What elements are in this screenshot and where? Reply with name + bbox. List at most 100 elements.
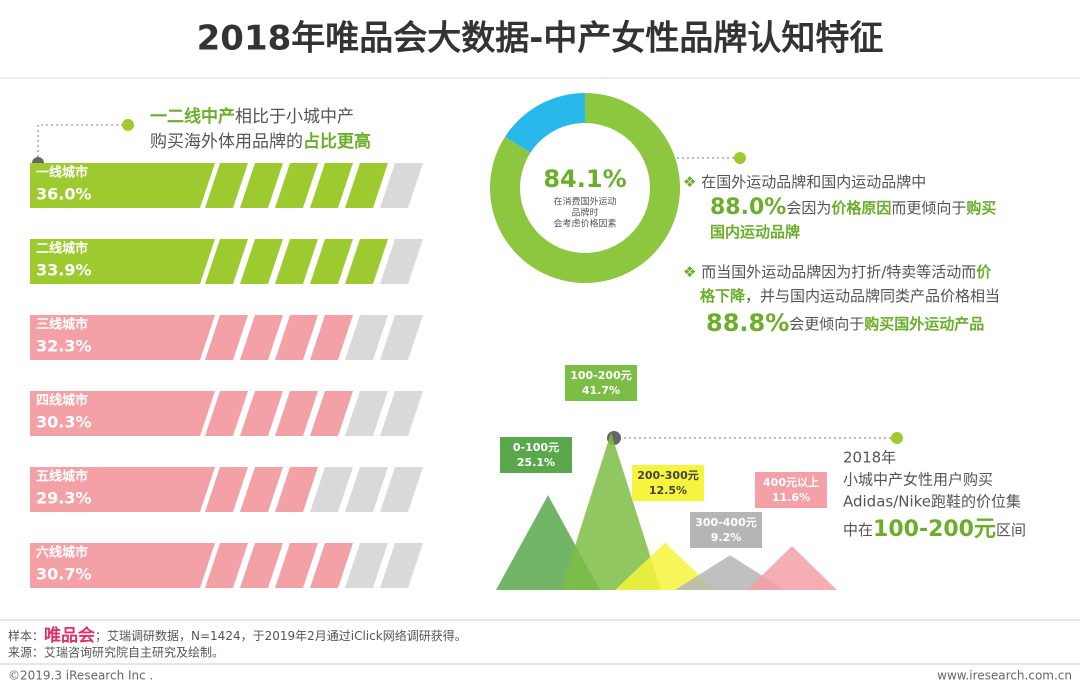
triangle xyxy=(615,542,715,590)
note-line: Adidas/Nike跑鞋的价位集 xyxy=(843,493,1021,511)
category-label: 六线城市 xyxy=(36,545,88,561)
finding-em: 价格原因 xyxy=(831,199,891,217)
note-text: 区间 xyxy=(996,521,1026,539)
bar-segment xyxy=(240,315,283,360)
bar-segment xyxy=(205,315,248,360)
finding-line: ❖ 在国外运动品牌和国内运动品牌中 xyxy=(683,173,926,191)
value-label: 12.5% xyxy=(649,484,687,497)
dot xyxy=(891,432,903,444)
bar-segment xyxy=(240,467,283,512)
dot xyxy=(122,119,134,131)
note-em: 一二线中产 xyxy=(150,106,235,127)
bar-track xyxy=(380,163,423,208)
price-note: 2018年 小城中产女性用户购买 Adidas/Nike跑鞋的价位集 中在100… xyxy=(607,431,1026,542)
category-label: 200-300元 xyxy=(637,469,699,482)
finding-text: ，并与国内运动品牌同类产品价格相当 xyxy=(745,287,1000,305)
value-label: 30.7% xyxy=(36,565,92,584)
bar-segment xyxy=(275,543,318,588)
note-line: 中在100-200元区间 xyxy=(843,517,1026,542)
donut-slice xyxy=(490,93,681,283)
category-label: 300-400元 xyxy=(695,516,757,529)
bar xyxy=(30,391,353,436)
leader xyxy=(37,124,128,162)
bar xyxy=(30,315,353,360)
note-line: 购买海外体用品牌的占比更高 xyxy=(150,131,371,152)
category-label: 三线城市 xyxy=(36,317,88,333)
finding-text: 而当国外运动品牌因为打折/特卖等活动而 xyxy=(701,263,976,281)
bar-segment xyxy=(30,315,215,360)
value-label: 30.3% xyxy=(36,413,92,432)
bar-track xyxy=(345,543,388,588)
bar-track xyxy=(345,467,388,512)
finding-pct: 88.0% xyxy=(710,195,786,220)
finding-em: 国内运动品牌 xyxy=(710,223,800,241)
finding-pct: 88.8% xyxy=(706,309,789,337)
value-label: 11.6% xyxy=(772,491,810,504)
bar-segment xyxy=(275,315,318,360)
caption: 在消费国外运动 xyxy=(553,196,616,208)
bullet: ❖ xyxy=(683,263,701,281)
bar-track xyxy=(380,315,423,360)
bar xyxy=(30,239,388,284)
label-box xyxy=(565,365,637,401)
category-label: 四线城市 xyxy=(36,393,88,409)
note-line: 小城中产女性用户购买 xyxy=(843,471,993,489)
sample-label: 样本： xyxy=(8,628,44,643)
finding-line: 国内运动品牌 xyxy=(710,223,800,241)
label-box xyxy=(755,472,827,508)
finding-line: ❖ 而当国外运动品牌因为打折/特卖等活动而价 xyxy=(683,263,992,281)
bar-segment xyxy=(275,163,318,208)
bar-segment xyxy=(205,391,248,436)
finding-text: 在国外运动品牌和国内运动品牌中 xyxy=(701,173,926,191)
dot xyxy=(734,152,746,164)
category-label: 400元以上 xyxy=(763,475,819,489)
bar-segment xyxy=(310,239,353,284)
bar-track xyxy=(380,543,423,588)
value-label: 25.1% xyxy=(517,456,555,469)
bar-segment xyxy=(240,239,283,284)
title: 2018年唯品会大数据-中产女性品牌认知特征 xyxy=(197,19,884,59)
note-text: 购买海外体用品牌的 xyxy=(150,132,303,152)
source: 来源：艾瑞咨询研究院自主研究及绘制。 xyxy=(8,645,224,660)
bar-segment xyxy=(310,163,353,208)
value-label: 41.7% xyxy=(582,384,620,397)
bar-segment xyxy=(345,163,388,208)
finding-line: 88.0%会因为价格原因而更倾向于购买 xyxy=(710,195,996,220)
bar-track xyxy=(345,315,388,360)
bar-segment xyxy=(345,239,388,284)
finding-em: 购买国外运动产品 xyxy=(864,315,984,333)
bar-track xyxy=(345,391,388,436)
bar-segment xyxy=(275,391,318,436)
finding-text: 会因为 xyxy=(786,199,831,217)
bar-segment xyxy=(30,239,215,284)
sample-text: ；艾瑞调研数据，N=1424，于2019年2月通过iClick网络调研获得。 xyxy=(95,628,467,643)
category-label: 一线城市 xyxy=(36,165,88,181)
donut-slice xyxy=(505,93,585,153)
label-box xyxy=(500,437,572,473)
finding-text: 会更倾向于 xyxy=(789,315,864,333)
bar-track xyxy=(380,467,423,512)
bar-segment xyxy=(310,391,353,436)
value-label: 32.3% xyxy=(36,337,92,356)
finding-em: 购买 xyxy=(966,199,996,217)
bar xyxy=(30,163,388,208)
copyright: ©2019.3 iResearch Inc . xyxy=(8,669,153,683)
category-label: 五线城市 xyxy=(36,469,88,485)
bar-segment xyxy=(240,543,283,588)
caption: 品牌时 xyxy=(571,207,598,219)
value-label: 84.1% xyxy=(543,165,626,193)
bar-segment xyxy=(240,391,283,436)
bar-segment xyxy=(205,467,248,512)
label-box xyxy=(690,512,762,548)
bar-segment xyxy=(310,543,353,588)
category-label: 100-200元 xyxy=(570,369,632,382)
bar xyxy=(30,467,318,512)
brand: 唯品会 xyxy=(44,625,95,646)
bar-segment xyxy=(30,163,215,208)
website: www.iresearch.com.cn xyxy=(937,669,1072,683)
bar-segment xyxy=(275,239,318,284)
value-label: 29.3% xyxy=(36,489,92,508)
bar-segment xyxy=(30,467,215,512)
finding-line: 88.8%会更倾向于购买国外运动产品 xyxy=(706,309,984,337)
